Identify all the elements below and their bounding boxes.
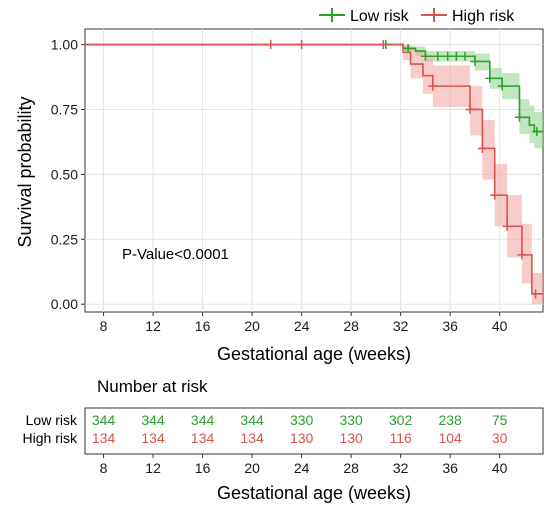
y-tick-label: 0.00 bbox=[51, 296, 78, 312]
censor-mark-low-risk bbox=[485, 73, 495, 83]
risk-cell-high-risk: 134 bbox=[191, 430, 215, 446]
censor-mark-low-risk bbox=[433, 51, 443, 61]
risk-x-tick-label: 16 bbox=[195, 460, 211, 476]
censor-marks bbox=[266, 40, 542, 299]
plot-area: 0.00 0.25 0.50 0.75 1.00 8 12 16 20 24 28 32 36 40 P… bbox=[51, 28, 544, 334]
risk-cell-high-risk: 134 bbox=[92, 430, 116, 446]
censor-mark-high-risk bbox=[297, 40, 307, 50]
y-tick-label: 0.75 bbox=[51, 101, 78, 117]
x-tick-label: 12 bbox=[145, 318, 161, 334]
risk-x-tick-label: 36 bbox=[442, 460, 458, 476]
risk-cell-low-risk: 344 bbox=[141, 412, 165, 428]
risk-cell-high-risk: 104 bbox=[438, 430, 462, 446]
censor-mark-high-risk bbox=[465, 104, 475, 114]
x-tick-label: 16 bbox=[195, 318, 211, 334]
risk-row-label-high-risk: High risk bbox=[23, 430, 78, 446]
risk-cell-low-risk: 344 bbox=[92, 412, 116, 428]
censor-mark-high-risk bbox=[531, 289, 541, 299]
risk-table-title: Number at risk bbox=[97, 377, 208, 396]
censor-mark-high-risk bbox=[490, 190, 500, 200]
x-tick-label: 40 bbox=[492, 318, 508, 334]
x-axis-title: Gestational age (weeks) bbox=[217, 344, 411, 364]
censor-mark-low-risk bbox=[532, 127, 542, 137]
legend-label-low-risk: Low risk bbox=[350, 8, 410, 25]
legend: Low risk High risk bbox=[319, 8, 515, 25]
censor-mark-low-risk bbox=[443, 51, 453, 61]
legend-item-high-risk: High risk bbox=[421, 8, 515, 25]
risk-x-tick-label: 24 bbox=[294, 460, 310, 476]
x-tick-label: 20 bbox=[244, 318, 260, 334]
y-tick-label: 0.50 bbox=[51, 166, 78, 182]
risk-table: Number at risk Low risk High risk 344 344… bbox=[23, 377, 544, 503]
risk-row-label-low-risk: Low risk bbox=[26, 412, 78, 428]
risk-table-cells: 344 344 344 344 330 330 302 238 75 134 134 134 134 13… bbox=[92, 412, 508, 446]
x-tick-label: 28 bbox=[343, 318, 359, 334]
risk-x-tick-label: 12 bbox=[145, 460, 161, 476]
risk-cell-high-risk: 116 bbox=[389, 430, 412, 446]
risk-cell-high-risk: 30 bbox=[492, 430, 508, 446]
risk-table-panel bbox=[84, 407, 544, 455]
legend-item-low-risk: Low risk bbox=[319, 8, 410, 25]
risk-x-tick-label: 28 bbox=[343, 460, 359, 476]
y-axis-ticks: 0.00 0.25 0.50 0.75 1.00 bbox=[51, 37, 85, 312]
censor-mark-high-risk bbox=[266, 40, 276, 50]
x-axis-ticks: 8 12 16 20 24 28 32 36 40 bbox=[100, 312, 508, 334]
risk-cell-high-risk: 134 bbox=[141, 430, 165, 446]
plot-panel bbox=[84, 28, 544, 313]
risk-cell-high-risk: 130 bbox=[290, 430, 314, 446]
risk-cell-low-risk: 330 bbox=[339, 412, 363, 428]
x-tick-label: 8 bbox=[100, 318, 108, 334]
censor-mark-high-risk bbox=[502, 221, 512, 231]
risk-table-x-ticks: 8 12 16 20 24 28 32 36 40 bbox=[100, 454, 508, 476]
risk-cell-low-risk: 302 bbox=[389, 412, 413, 428]
censor-mark-high-risk bbox=[517, 250, 527, 260]
risk-cell-low-risk: 344 bbox=[240, 412, 264, 428]
risk-table-x-axis-title: Gestational age (weeks) bbox=[217, 483, 411, 503]
legend-label-high-risk: High risk bbox=[452, 8, 515, 25]
x-tick-label: 36 bbox=[442, 318, 458, 334]
risk-x-tick-label: 40 bbox=[492, 460, 508, 476]
risk-cell-low-risk: 238 bbox=[438, 412, 462, 428]
risk-cell-low-risk: 75 bbox=[492, 412, 508, 428]
censor-mark-low-risk bbox=[470, 56, 480, 66]
risk-x-tick-label: 8 bbox=[100, 460, 108, 476]
censor-mark-low-risk bbox=[403, 43, 413, 53]
risk-cell-low-risk: 330 bbox=[290, 412, 314, 428]
risk-cell-low-risk: 344 bbox=[191, 412, 215, 428]
censor-mark-high-risk bbox=[477, 143, 487, 153]
risk-cell-high-risk: 130 bbox=[339, 430, 363, 446]
y-axis-title: Survival probability bbox=[15, 96, 35, 247]
censor-mark-low-risk bbox=[420, 51, 430, 61]
p-value-annotation: P-Value<0.0001 bbox=[122, 246, 229, 263]
censor-mark-low-risk bbox=[514, 112, 524, 122]
censor-mark-low-risk bbox=[460, 51, 470, 61]
x-tick-label: 24 bbox=[294, 318, 310, 334]
risk-x-tick-label: 32 bbox=[393, 460, 409, 476]
censor-mark-high-risk bbox=[378, 40, 388, 50]
censor-mark-low-risk bbox=[497, 81, 507, 91]
x-tick-label: 32 bbox=[393, 318, 409, 334]
risk-x-tick-label: 20 bbox=[244, 460, 260, 476]
censor-mark-low-risk bbox=[451, 51, 461, 61]
y-tick-label: 1.00 bbox=[51, 37, 78, 53]
censor-mark-high-risk bbox=[428, 81, 438, 91]
y-tick-label: 0.25 bbox=[51, 231, 78, 247]
risk-cell-high-risk: 134 bbox=[240, 430, 264, 446]
